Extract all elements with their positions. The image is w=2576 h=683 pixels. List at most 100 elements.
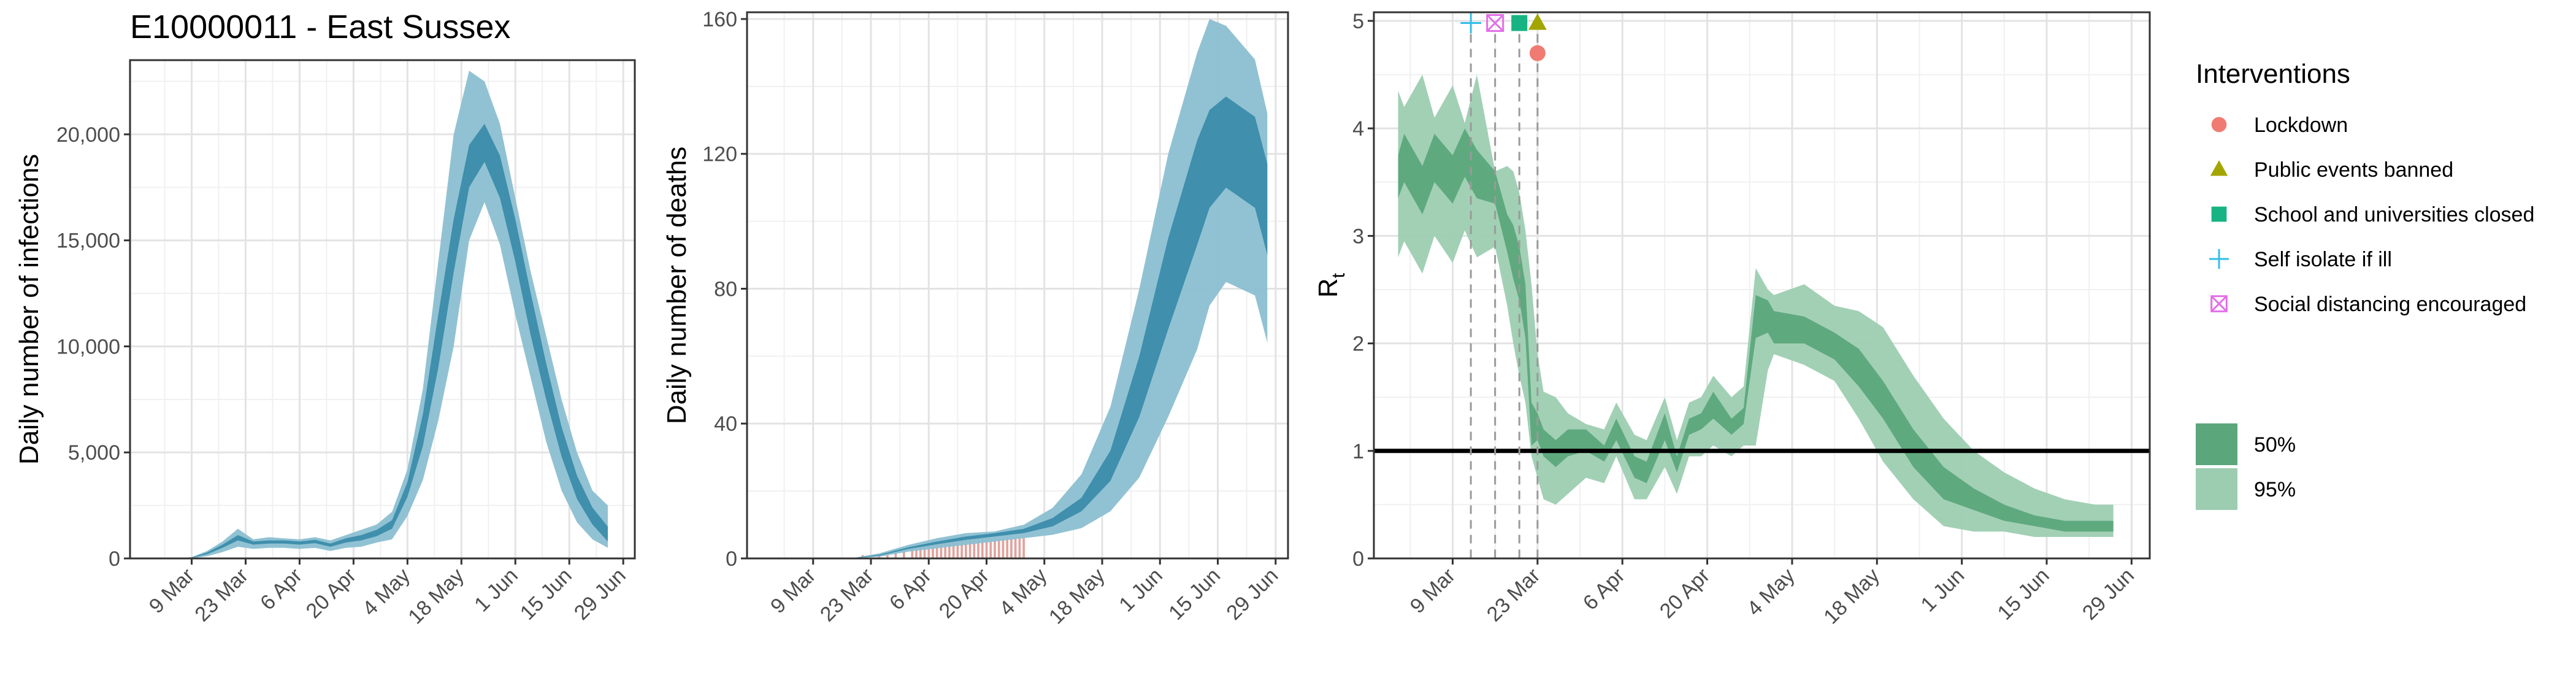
y-tick-label: 40 (714, 412, 737, 436)
observed-death-bar (1018, 538, 1021, 558)
band-95 (850, 19, 1268, 558)
chart-panel-3: 0 1 2 3 4 5 9 Mar 23 Mar 6 Apr 20 Apr 4 May 18 May 1… (1313, 10, 2151, 629)
y-tick-label: 2 (1352, 333, 1364, 356)
y-tick-label: 0 (109, 547, 120, 571)
legend-item-label: School and universities closed (2254, 203, 2534, 226)
x-tick-label: 4 May (1742, 564, 1799, 620)
x-tick-label: 6 Apr (1579, 564, 1630, 615)
x-tick-label: 29 Jun (2078, 564, 2139, 625)
legend-band-label: 95% (2254, 478, 2296, 501)
self-isolate-marker (2209, 249, 2229, 269)
legend-title: Interventions (2196, 59, 2350, 89)
x-tick-label: 15 Jun (516, 564, 577, 625)
y-tick-label: 0 (1352, 547, 1364, 571)
y-axis-title: Daily number of deaths (662, 147, 692, 424)
observed-death-bar (985, 538, 988, 558)
x-tick-label: 15 Jun (1993, 564, 2054, 625)
y-tick-label: 0 (726, 547, 737, 571)
x-tick-label: 29 Jun (570, 564, 631, 625)
y-tick-label: 5,000 (68, 441, 120, 465)
observed-death-bar (927, 541, 930, 558)
observed-death-bar (977, 538, 979, 558)
observed-death-bar (956, 538, 959, 558)
x-tick-label: 1 Jun (1917, 564, 1969, 617)
intervention-markers (1460, 12, 1547, 558)
observed-death-bar (989, 538, 992, 558)
legend-band-label: 50% (2254, 433, 2296, 457)
y-tick-label: 160 (702, 8, 737, 31)
plot-border (129, 59, 636, 560)
x-tick-label: 29 Jun (1222, 564, 1282, 625)
observed-death-bar (981, 538, 984, 558)
figure-title: E10000011 - East Sussex (130, 9, 510, 45)
legend-band-swatch (2196, 468, 2237, 510)
lockdown-marker (1529, 45, 1546, 61)
observed-death-bar (911, 548, 914, 558)
x-tick-label: 18 May (404, 564, 469, 629)
observed-death-bar (944, 538, 947, 558)
observed-death-bar (964, 538, 967, 558)
x-tick-label: 6 Apr (885, 564, 936, 615)
y-tick-label: 10,000 (56, 335, 120, 358)
x-tick-label: 6 Apr (256, 564, 307, 615)
band-50 (1398, 128, 2114, 532)
y-tick-label: 120 (702, 143, 737, 166)
x-tick-label: 20 Apr (302, 564, 361, 623)
social-distancing-marker-box (2210, 295, 2228, 312)
y-tick-label: 5 (1352, 10, 1364, 33)
observed-death-bar (1022, 538, 1025, 558)
x-tick-label: 23 Mar (816, 564, 878, 627)
observed-death-bar (973, 538, 976, 558)
y-tick-label: 3 (1352, 225, 1364, 248)
x-tick-label: 18 May (1819, 564, 1884, 629)
x-tick-label: 4 May (995, 564, 1051, 620)
observed-death-bar (948, 538, 951, 558)
x-tick-label: 1 Jun (470, 564, 523, 617)
observed-death-bar (915, 548, 918, 558)
observed-death-bar (960, 534, 963, 558)
observed-death-bar (997, 538, 1000, 558)
public-events-marker (1528, 13, 1547, 30)
y-axis-title: Rt (1313, 272, 1349, 298)
plot-background (130, 60, 635, 558)
social-distancing-marker (2210, 295, 2228, 312)
observed-death-bar (894, 552, 897, 558)
observed-death-bar (1002, 538, 1005, 558)
observed-death-bar (919, 545, 922, 558)
observed-death-bar (902, 552, 905, 558)
x-tick-label: 1 Jun (1114, 564, 1167, 617)
plot-border (746, 11, 1289, 560)
y-tick-label: 15,000 (56, 230, 120, 253)
legend-item-label: Lockdown (2254, 114, 2348, 137)
schools-closed-marker (1511, 15, 1528, 31)
observed-death-bar (1006, 538, 1009, 558)
social-distancing-marker (1486, 14, 1505, 33)
legend-item-label: Social distancing encouraged (2254, 293, 2526, 316)
observed-death-bar (886, 555, 889, 558)
legend-item-label: Public events banned (2254, 158, 2453, 182)
y-tick-label: 20,000 (56, 123, 120, 147)
x-tick-label: 9 Mar (766, 564, 820, 618)
y-axis-title-subscript: t (1328, 272, 1349, 278)
social-distancing-marker-x2 (2210, 295, 2228, 312)
legend-band-swatch (2196, 423, 2237, 465)
observed-death-bar (940, 538, 943, 558)
observed-death-bar (952, 538, 955, 558)
plot-border (1373, 11, 2151, 560)
observed-death-bar (1014, 538, 1017, 558)
y-tick-label: 80 (714, 277, 737, 301)
x-tick-label: 18 May (1045, 564, 1110, 629)
self-isolate-marker (1460, 12, 1482, 34)
observed-deaths-bars (861, 534, 1025, 558)
interventions-legend: Interventions Lockdown Public events banne… (2196, 59, 2534, 510)
public-events-marker (2210, 160, 2228, 176)
y-tick-label: 1 (1352, 440, 1364, 463)
x-tick-label: 20 Apr (935, 564, 994, 623)
band-50 (850, 96, 1268, 559)
observed-death-bar (1010, 538, 1013, 558)
x-tick-label: 9 Mar (1406, 564, 1460, 618)
